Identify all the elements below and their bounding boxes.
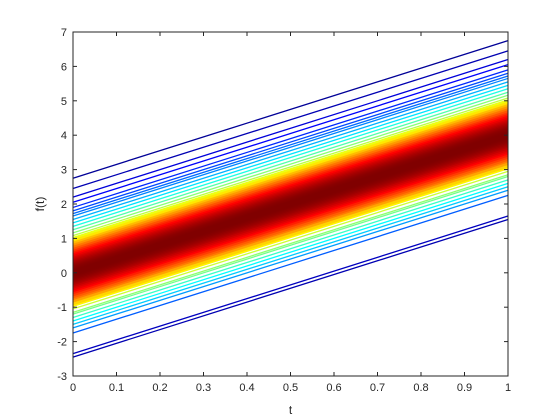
- series-line: [72, 91, 509, 231]
- series-line: [72, 101, 509, 243]
- series-line: [72, 149, 509, 291]
- y-tick-label: 3: [61, 165, 67, 177]
- series-line: [72, 182, 509, 322]
- series-line: [72, 88, 509, 227]
- series-line: [72, 170, 509, 310]
- series-line: [72, 166, 509, 307]
- series-line: [72, 108, 509, 249]
- series-line: [72, 159, 509, 301]
- series-line: [72, 75, 509, 215]
- y-axis-label: f(t): [33, 197, 47, 212]
- y-tick-label: 1: [61, 233, 67, 245]
- x-tick-label: 1: [505, 382, 511, 394]
- series-line: [72, 155, 509, 297]
- series-line: [72, 94, 509, 234]
- y-tick-label: 6: [61, 61, 67, 73]
- y-tick-label: -1: [57, 302, 67, 314]
- y-tick-label: 0: [61, 268, 67, 280]
- x-ticks: 0 0.1 0.2 0.3 0.4 0.5 0.6 0.7 0.8 0.9 1: [70, 32, 511, 394]
- series-line: [72, 110, 509, 251]
- series-line: [72, 115, 509, 257]
- series-line: [72, 50, 509, 190]
- series-line: [72, 72, 509, 212]
- series-line: [72, 106, 509, 247]
- x-tick-label: 0.4: [239, 382, 254, 394]
- y-tick-label: -2: [57, 337, 67, 349]
- series-line: [72, 186, 509, 326]
- x-tick-label: 0.2: [152, 382, 167, 394]
- series-line: [72, 84, 509, 224]
- series-line: [72, 194, 509, 334]
- y-ticks: -3 -2 -1 0 1 2 3 4 5 6 7: [57, 27, 508, 383]
- series-line: [72, 69, 509, 209]
- x-tick-label: 0: [70, 382, 76, 394]
- series-line: [72, 81, 509, 221]
- series-line: [72, 99, 509, 240]
- y-tick-label: 4: [61, 130, 67, 142]
- series-line: [72, 39, 509, 179]
- series-line: [72, 112, 509, 253]
- y-tick-label: -3: [57, 371, 67, 383]
- x-tick-label: 0.1: [109, 382, 124, 394]
- series-line: [72, 174, 509, 313]
- x-tick-label: 0.8: [413, 382, 428, 394]
- series-line: [72, 133, 509, 274]
- series-line: [72, 148, 509, 289]
- series-line: [72, 157, 509, 299]
- series-line: [72, 189, 509, 329]
- series-line: [72, 151, 509, 293]
- series-line: [72, 117, 509, 259]
- y-tick-label: 2: [61, 199, 67, 211]
- x-tick-label: 0.9: [457, 382, 472, 394]
- series-line: [72, 164, 509, 306]
- y-tick-label: 5: [61, 96, 67, 108]
- series-line: [72, 215, 509, 355]
- series-line: [72, 77, 509, 217]
- series-line: [72, 175, 509, 315]
- series-lines: [72, 39, 509, 358]
- series-line: [72, 153, 509, 295]
- series-line: [72, 161, 509, 303]
- series-line: [72, 97, 509, 237]
- x-axis-label: t: [289, 403, 293, 417]
- series-line: [72, 58, 509, 198]
- series-line: [72, 146, 509, 287]
- series-line: [72, 114, 509, 255]
- x-tick-label: 0.7: [370, 382, 385, 394]
- series-line: [72, 218, 509, 358]
- x-tick-label: 0.5: [283, 382, 298, 394]
- x-tick-label: 0.3: [196, 382, 211, 394]
- series-line: [72, 64, 509, 203]
- series-line: [72, 104, 509, 245]
- y-tick-label: 7: [61, 27, 67, 39]
- series-line: [72, 179, 509, 319]
- x-tick-label: 0.6: [326, 382, 341, 394]
